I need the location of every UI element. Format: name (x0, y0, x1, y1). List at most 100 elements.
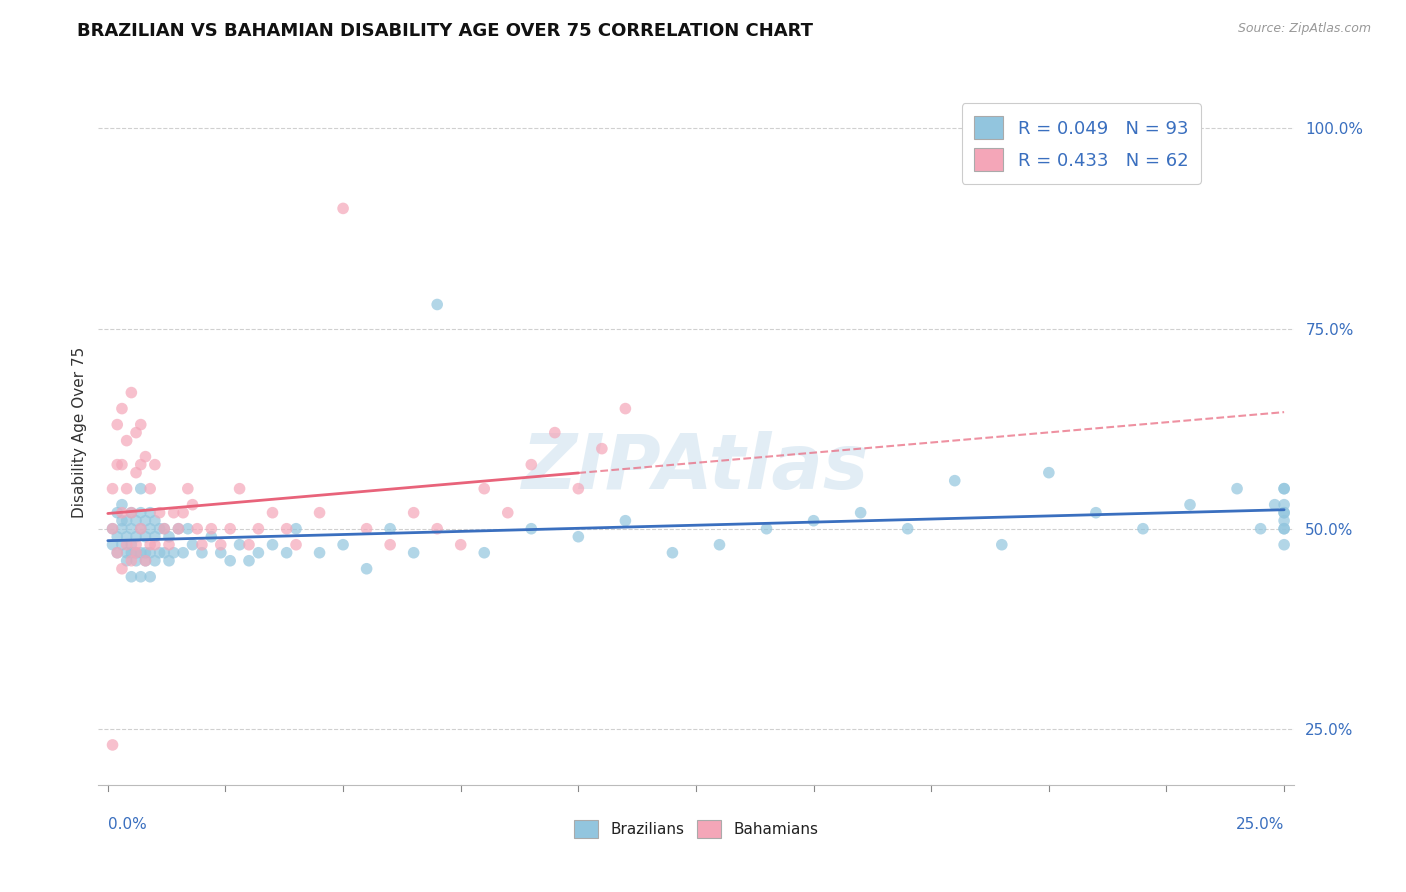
Point (125, 425, 148, 440)
Point (143, 554, 166, 568)
Point (1272, 482, 1295, 496)
Point (115, 546, 138, 560)
Text: BRAZILIAN VS BAHAMIAN DISABILITY AGE OVER 75 CORRELATION CHART: BRAZILIAN VS BAHAMIAN DISABILITY AGE OVE… (77, 22, 813, 40)
Point (177, 482, 200, 496)
Point (991, 538, 1014, 552)
Point (308, 546, 330, 560)
Point (332, 202, 354, 216)
Legend: Brazilians, Bahamians: Brazilians, Bahamians (568, 814, 824, 844)
Point (111, 538, 134, 552)
Point (163, 506, 186, 520)
Point (149, 506, 172, 520)
Point (129, 458, 152, 472)
Point (219, 522, 242, 536)
Point (177, 522, 200, 536)
Point (1250, 522, 1272, 536)
Point (101, 522, 124, 536)
Point (139, 506, 162, 520)
Point (139, 538, 162, 552)
Point (228, 482, 250, 496)
Point (115, 434, 138, 448)
Point (115, 514, 138, 528)
Point (149, 546, 172, 560)
Point (157, 530, 180, 544)
Point (472, 546, 495, 560)
Point (803, 514, 825, 528)
Point (472, 482, 495, 496)
Point (105, 417, 128, 432)
Point (186, 522, 208, 536)
Point (614, 514, 637, 528)
Point (115, 538, 138, 552)
Point (157, 538, 180, 552)
Point (143, 458, 166, 472)
Point (897, 522, 920, 536)
Point (111, 458, 134, 472)
Point (125, 466, 148, 480)
Point (191, 546, 214, 560)
Point (520, 522, 543, 536)
Point (1038, 466, 1060, 480)
Point (276, 546, 298, 560)
Point (129, 570, 152, 584)
Point (129, 522, 152, 536)
Point (111, 522, 134, 536)
Point (125, 514, 148, 528)
Point (139, 522, 162, 536)
Point (520, 458, 543, 472)
Point (661, 546, 683, 560)
Point (101, 482, 124, 496)
Point (378, 538, 401, 552)
Point (105, 530, 128, 544)
Point (101, 522, 124, 536)
Point (120, 522, 142, 536)
Point (1272, 522, 1295, 536)
Point (247, 546, 270, 560)
Point (181, 498, 204, 512)
Point (134, 554, 156, 568)
Point (139, 546, 162, 560)
Point (1178, 498, 1201, 512)
Point (101, 738, 124, 752)
Point (1084, 506, 1107, 520)
Point (262, 538, 284, 552)
Point (238, 538, 260, 552)
Point (120, 506, 142, 520)
Point (1226, 482, 1249, 496)
Point (115, 482, 138, 496)
Point (1272, 506, 1295, 520)
Point (129, 522, 152, 536)
Point (209, 546, 232, 560)
Point (143, 514, 166, 528)
Point (134, 450, 156, 464)
Point (139, 570, 162, 584)
Text: 0.0%: 0.0% (108, 817, 146, 832)
Point (120, 538, 142, 552)
Point (153, 522, 176, 536)
Point (125, 538, 148, 552)
Point (111, 562, 134, 576)
Point (134, 546, 156, 560)
Point (172, 506, 194, 520)
Point (139, 482, 162, 496)
Point (426, 522, 449, 536)
Point (163, 546, 186, 560)
Point (1264, 498, 1286, 512)
Point (356, 562, 378, 576)
Point (755, 522, 778, 536)
Point (228, 538, 250, 552)
Point (849, 506, 872, 520)
Text: Source: ZipAtlas.com: Source: ZipAtlas.com (1237, 22, 1371, 36)
Point (567, 530, 589, 544)
Point (111, 498, 134, 512)
Point (200, 530, 222, 544)
Point (402, 546, 425, 560)
Point (115, 554, 138, 568)
Point (356, 522, 378, 536)
Point (426, 297, 449, 311)
Point (191, 538, 214, 552)
Point (167, 522, 190, 536)
Point (402, 506, 425, 520)
Point (125, 546, 148, 560)
Point (105, 546, 128, 560)
